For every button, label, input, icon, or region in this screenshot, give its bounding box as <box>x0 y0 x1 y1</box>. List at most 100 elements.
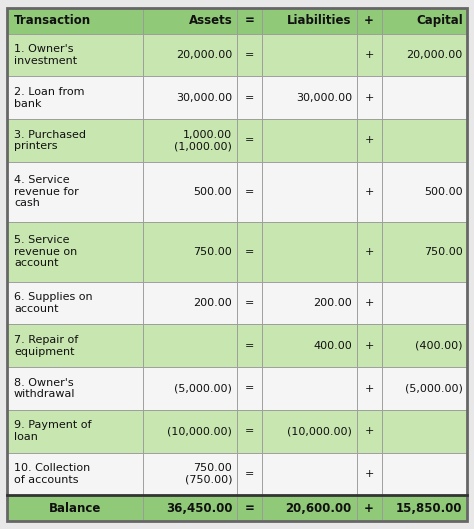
Bar <box>143 367 237 410</box>
Text: =: = <box>245 469 255 479</box>
Text: =: = <box>245 341 255 351</box>
Bar <box>382 222 467 281</box>
Bar <box>382 76 467 119</box>
Bar <box>262 324 356 367</box>
Bar <box>143 119 237 162</box>
Text: 750.00: 750.00 <box>424 247 463 257</box>
Bar <box>356 495 382 521</box>
Text: +: + <box>365 298 374 308</box>
Text: 20,000.00: 20,000.00 <box>406 50 463 60</box>
Bar <box>7 222 143 281</box>
Bar <box>237 453 262 495</box>
Text: Liabilities: Liabilities <box>287 14 352 28</box>
Text: +: + <box>364 14 374 28</box>
Text: +: + <box>365 93 374 103</box>
Bar <box>356 410 382 453</box>
Bar <box>382 162 467 222</box>
Text: +: + <box>364 501 374 515</box>
Bar <box>143 281 237 324</box>
Text: 500.00: 500.00 <box>194 187 232 197</box>
Text: =: = <box>245 135 255 145</box>
Text: +: + <box>365 135 374 145</box>
Text: 2. Loan from
bank: 2. Loan from bank <box>14 87 84 108</box>
Text: (400.00): (400.00) <box>415 341 463 351</box>
Text: 400.00: 400.00 <box>313 341 352 351</box>
Bar <box>262 281 356 324</box>
Bar <box>143 8 237 34</box>
Bar <box>7 453 143 495</box>
Bar <box>356 119 382 162</box>
Bar <box>7 162 143 222</box>
Text: 15,850.00: 15,850.00 <box>396 501 463 515</box>
Bar <box>7 8 143 34</box>
Text: 750.00: 750.00 <box>193 247 232 257</box>
Text: +: + <box>365 187 374 197</box>
Bar <box>237 324 262 367</box>
Bar <box>262 8 356 34</box>
Text: +: + <box>365 341 374 351</box>
Text: 1,000.00
(1,000.00): 1,000.00 (1,000.00) <box>174 130 232 151</box>
Bar <box>382 410 467 453</box>
Bar <box>382 119 467 162</box>
Text: 3. Purchased
printers: 3. Purchased printers <box>14 130 86 151</box>
Bar <box>143 410 237 453</box>
Bar <box>7 119 143 162</box>
Bar <box>382 34 467 76</box>
Bar <box>356 324 382 367</box>
Text: =: = <box>245 247 255 257</box>
Bar <box>262 76 356 119</box>
Text: Capital: Capital <box>416 14 463 28</box>
Bar <box>356 76 382 119</box>
Bar <box>262 34 356 76</box>
Bar <box>7 34 143 76</box>
Text: =: = <box>245 187 255 197</box>
Text: =: = <box>245 14 255 28</box>
Bar <box>7 324 143 367</box>
Bar <box>237 367 262 410</box>
Text: 30,000.00: 30,000.00 <box>296 93 352 103</box>
Bar <box>143 453 237 495</box>
Text: 5. Service
revenue on
account: 5. Service revenue on account <box>14 235 77 268</box>
Bar <box>382 281 467 324</box>
Text: +: + <box>365 247 374 257</box>
Bar <box>237 76 262 119</box>
Text: Transaction: Transaction <box>14 14 91 28</box>
Bar <box>356 8 382 34</box>
Text: 20,600.00: 20,600.00 <box>285 501 352 515</box>
Bar <box>237 162 262 222</box>
Bar <box>262 119 356 162</box>
Text: =: = <box>245 50 255 60</box>
Text: =: = <box>245 426 255 436</box>
Bar <box>382 495 467 521</box>
Text: 20,000.00: 20,000.00 <box>176 50 232 60</box>
Text: 10. Collection
of accounts: 10. Collection of accounts <box>14 463 90 485</box>
Bar <box>237 495 262 521</box>
Text: Balance: Balance <box>49 501 101 515</box>
Bar <box>237 119 262 162</box>
Text: 6. Supplies on
account: 6. Supplies on account <box>14 292 92 314</box>
Text: (5,000.00): (5,000.00) <box>174 384 232 394</box>
Bar <box>382 453 467 495</box>
Bar <box>237 8 262 34</box>
Bar <box>356 281 382 324</box>
Text: +: + <box>365 469 374 479</box>
Text: Assets: Assets <box>189 14 232 28</box>
Bar <box>262 410 356 453</box>
Bar <box>143 324 237 367</box>
Bar <box>237 410 262 453</box>
Bar <box>237 34 262 76</box>
Text: 500.00: 500.00 <box>424 187 463 197</box>
Text: (10,000.00): (10,000.00) <box>287 426 352 436</box>
Bar <box>7 495 143 521</box>
Bar <box>143 76 237 119</box>
Text: (10,000.00): (10,000.00) <box>167 426 232 436</box>
Bar <box>382 367 467 410</box>
Bar <box>356 453 382 495</box>
Text: 200.00: 200.00 <box>313 298 352 308</box>
Bar <box>143 495 237 521</box>
Bar <box>7 367 143 410</box>
Text: +: + <box>365 426 374 436</box>
Bar <box>262 367 356 410</box>
Bar <box>262 453 356 495</box>
Text: 9. Payment of
loan: 9. Payment of loan <box>14 421 91 442</box>
